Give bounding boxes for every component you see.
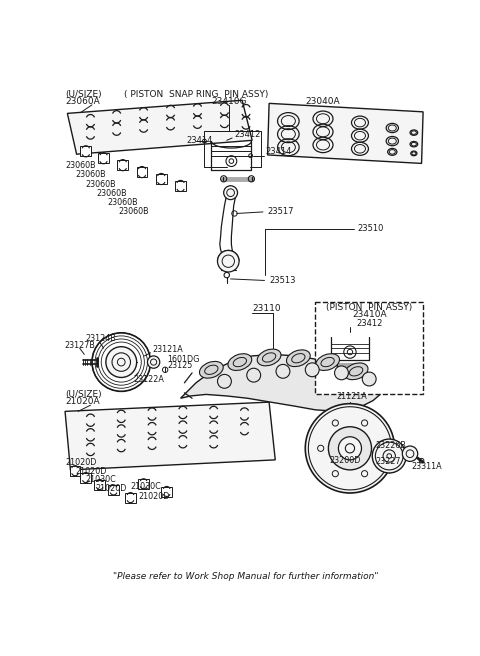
- Text: 23121A: 23121A: [152, 345, 183, 354]
- Bar: [137, 167, 147, 177]
- Text: 23513: 23513: [269, 276, 296, 285]
- Circle shape: [305, 363, 319, 377]
- Circle shape: [106, 346, 137, 377]
- Bar: [175, 181, 186, 191]
- Text: 23060A: 23060A: [65, 96, 100, 106]
- Ellipse shape: [200, 361, 223, 378]
- Circle shape: [305, 403, 395, 493]
- Text: 21020A: 21020A: [65, 397, 100, 406]
- Bar: [81, 146, 91, 157]
- Bar: [98, 154, 109, 163]
- Bar: [315, 302, 423, 394]
- Ellipse shape: [257, 349, 281, 366]
- Text: 23517: 23517: [267, 207, 294, 216]
- Bar: [81, 473, 91, 483]
- Text: 21030C: 21030C: [86, 475, 117, 483]
- Bar: [161, 487, 172, 497]
- Text: 23226B: 23226B: [375, 441, 406, 450]
- Text: 23410G: 23410G: [211, 97, 247, 106]
- Text: 23127B: 23127B: [64, 340, 95, 350]
- Ellipse shape: [316, 354, 339, 371]
- Text: 21020D: 21020D: [75, 467, 107, 476]
- Circle shape: [402, 446, 418, 461]
- Text: 23060B: 23060B: [96, 189, 127, 198]
- Text: ( PISTON  SNAP RING  PIN ASSY): ( PISTON SNAP RING PIN ASSY): [124, 90, 268, 98]
- Bar: [156, 174, 167, 184]
- Text: 23060B: 23060B: [65, 161, 96, 170]
- Text: (PISTON  PIN ASSY): (PISTON PIN ASSY): [326, 303, 412, 312]
- Text: "Please refer to Work Shop Manual for further information": "Please refer to Work Shop Manual for fu…: [113, 573, 379, 581]
- Circle shape: [224, 186, 238, 199]
- Text: 23060B: 23060B: [75, 171, 106, 180]
- Polygon shape: [180, 354, 388, 411]
- Polygon shape: [65, 402, 275, 470]
- Text: 23227: 23227: [375, 457, 401, 466]
- Circle shape: [217, 375, 231, 388]
- Circle shape: [276, 364, 290, 379]
- Text: 23060B: 23060B: [86, 180, 117, 189]
- Ellipse shape: [344, 363, 368, 380]
- Text: 23510: 23510: [358, 224, 384, 234]
- Ellipse shape: [228, 354, 252, 371]
- Text: 21030C: 21030C: [131, 482, 161, 491]
- Text: 23410A: 23410A: [352, 310, 386, 319]
- Bar: [108, 485, 119, 495]
- Text: 23040A: 23040A: [306, 97, 340, 106]
- Bar: [94, 480, 105, 490]
- Circle shape: [328, 427, 372, 470]
- Text: (U/SIZE): (U/SIZE): [65, 390, 102, 399]
- Text: 23110: 23110: [252, 304, 281, 313]
- Text: 23060B: 23060B: [108, 198, 138, 207]
- Text: 23412: 23412: [356, 319, 383, 328]
- Text: 23060B: 23060B: [118, 207, 149, 216]
- Text: 23124B: 23124B: [86, 334, 117, 342]
- Text: (U/SIZE): (U/SIZE): [65, 90, 102, 98]
- Circle shape: [338, 437, 361, 460]
- Text: 23311A: 23311A: [411, 462, 442, 470]
- Circle shape: [217, 251, 239, 272]
- Text: 21020D: 21020D: [138, 493, 169, 501]
- Circle shape: [147, 356, 160, 368]
- Circle shape: [247, 368, 261, 382]
- Bar: [118, 160, 128, 171]
- Circle shape: [372, 439, 406, 473]
- Text: 21121A: 21121A: [337, 392, 368, 401]
- Text: 21020D: 21020D: [65, 458, 96, 466]
- Bar: [70, 466, 81, 476]
- Circle shape: [362, 372, 376, 386]
- Polygon shape: [67, 100, 252, 154]
- Bar: [138, 479, 149, 489]
- Text: 23125: 23125: [168, 361, 193, 371]
- Text: 23414: 23414: [265, 148, 292, 156]
- Polygon shape: [267, 104, 423, 163]
- Bar: [125, 493, 136, 503]
- Text: 23122A: 23122A: [133, 375, 165, 384]
- Circle shape: [112, 353, 131, 371]
- Ellipse shape: [287, 350, 310, 367]
- Text: 21020D: 21020D: [96, 484, 127, 493]
- Text: 23200D: 23200D: [329, 456, 360, 465]
- Text: 23414: 23414: [187, 136, 213, 145]
- Text: 1601DG: 1601DG: [168, 354, 200, 363]
- Circle shape: [335, 366, 348, 380]
- Text: 23412: 23412: [234, 131, 261, 140]
